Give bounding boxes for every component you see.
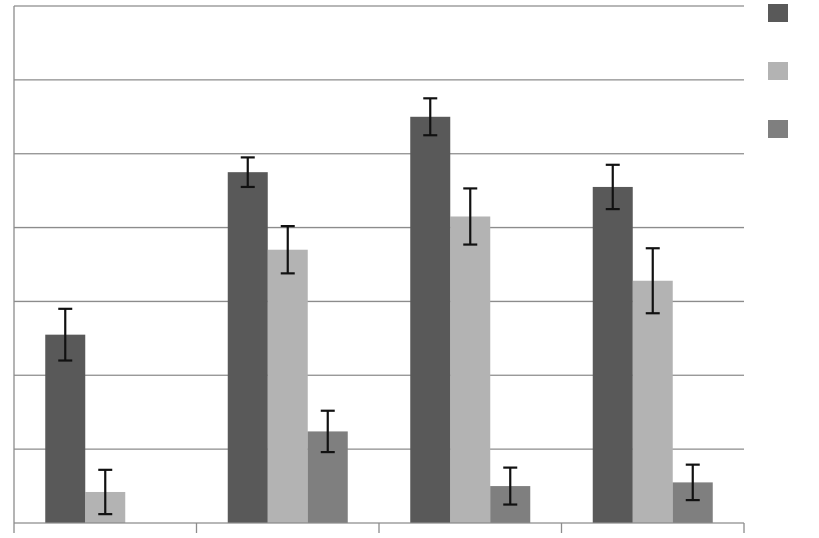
legend-swatch [768, 62, 788, 80]
gridlines [14, 5, 744, 450]
legend [768, 4, 788, 138]
x-axis [13, 6, 745, 533]
bar [632, 280, 673, 523]
bar [227, 172, 268, 523]
legend-swatch [768, 120, 788, 138]
bar [267, 249, 308, 523]
bar [592, 186, 633, 523]
bar [450, 216, 491, 523]
error-bars [58, 97, 700, 516]
bars [45, 116, 713, 524]
bar [45, 334, 86, 523]
legend-swatch [768, 4, 788, 22]
bar [410, 116, 451, 524]
